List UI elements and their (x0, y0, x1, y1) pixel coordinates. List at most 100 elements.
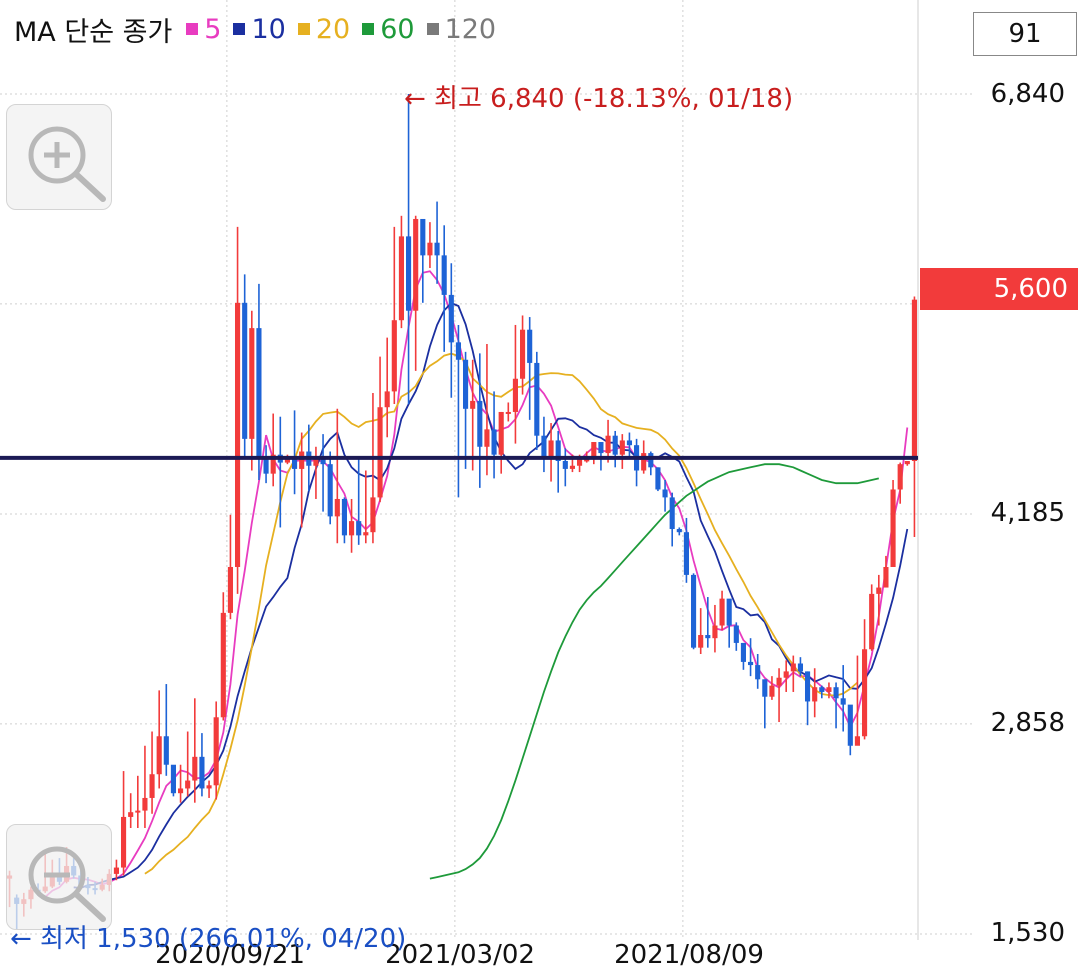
zoom-out-button[interactable] (6, 824, 112, 930)
candle-body (505, 411, 511, 414)
candle-body (341, 498, 348, 536)
legend-item-ma60: 60 (362, 14, 415, 45)
ma-line-20 (144, 352, 858, 875)
candle (633, 438, 640, 487)
candle (163, 684, 169, 776)
candle-body (284, 457, 291, 463)
candle (783, 660, 789, 692)
candle-body (177, 788, 184, 794)
candlestick-series (6, 94, 918, 930)
candle (904, 461, 910, 466)
candle (206, 780, 212, 798)
candle-body (576, 459, 583, 466)
candle (676, 527, 682, 536)
candle (512, 324, 519, 444)
candle (683, 517, 690, 583)
candle-body (263, 456, 269, 474)
candle (527, 317, 533, 420)
candle (861, 619, 868, 740)
candle (291, 410, 298, 495)
candle (648, 451, 654, 476)
legend-swatch (186, 23, 199, 35)
candle (135, 775, 141, 829)
candle (605, 419, 611, 463)
candle-body (548, 440, 554, 458)
candle-body (391, 320, 397, 392)
candle-body (434, 242, 440, 256)
candle-body (527, 329, 533, 363)
candle-body (491, 429, 497, 455)
candle (669, 492, 675, 547)
candle-body (142, 797, 148, 811)
candle-body (762, 679, 768, 697)
candle-body (648, 453, 654, 468)
candle (541, 416, 547, 473)
candle-body (448, 294, 454, 343)
candle-body (619, 440, 625, 455)
candle-body (149, 774, 155, 798)
candle-body (498, 411, 504, 455)
candle-count: 91 (1008, 19, 1042, 49)
candle-body (484, 429, 490, 447)
legend-label: 10 (251, 13, 286, 45)
candle-body (135, 810, 141, 813)
candle (177, 764, 184, 803)
candle (220, 592, 226, 721)
candle (883, 555, 889, 588)
candle (755, 654, 761, 689)
candle (192, 698, 198, 803)
candle (833, 682, 839, 729)
x-tick-label: 2021/08/09 (614, 940, 764, 970)
candle-body (377, 407, 383, 498)
candle-body (612, 435, 618, 455)
candle (234, 226, 241, 594)
candle-body (840, 698, 846, 705)
y-tick-label: 1,530 (990, 918, 1065, 948)
candle (548, 423, 554, 482)
candle-body (320, 457, 326, 465)
candle (726, 598, 732, 648)
candle-body (769, 685, 775, 697)
candle (484, 343, 490, 476)
candle (840, 665, 846, 732)
y-tick-label: 2,858 (990, 708, 1065, 738)
candle-body (534, 362, 540, 436)
candle (341, 497, 348, 544)
zoom-in-button[interactable] (6, 104, 112, 210)
candle-body (470, 400, 476, 409)
candle (227, 514, 234, 620)
candle-body (861, 649, 868, 737)
candle-body (192, 756, 198, 781)
legend-label: 20 (315, 13, 351, 45)
candle-body (712, 625, 718, 639)
zoom-out-icon (28, 846, 106, 922)
candle (769, 676, 775, 700)
candle-body (477, 400, 483, 447)
candle-body (206, 785, 212, 789)
legend-label: 120 (444, 13, 497, 45)
candle (299, 432, 305, 528)
candle-body (847, 704, 853, 746)
legend-item-ma10: 10 (233, 13, 286, 45)
candle (519, 315, 526, 395)
candle (270, 413, 276, 487)
candle-count-box[interactable]: 91 (973, 12, 1077, 56)
legend-item-ma5: 5 (186, 14, 221, 45)
candle (313, 446, 319, 499)
candle-body (541, 435, 547, 458)
candle-body (669, 497, 675, 530)
candle-body (256, 328, 262, 457)
candle (320, 434, 326, 512)
candle (712, 604, 718, 653)
candle-body (747, 661, 754, 666)
candle (398, 215, 405, 329)
candle-body (662, 489, 668, 498)
current-price: 5,600 (993, 274, 1068, 304)
candle-body (641, 453, 647, 471)
candle (413, 215, 419, 371)
candle (128, 793, 134, 829)
candle (705, 597, 711, 648)
candle (334, 408, 340, 544)
candle-body (334, 498, 340, 517)
